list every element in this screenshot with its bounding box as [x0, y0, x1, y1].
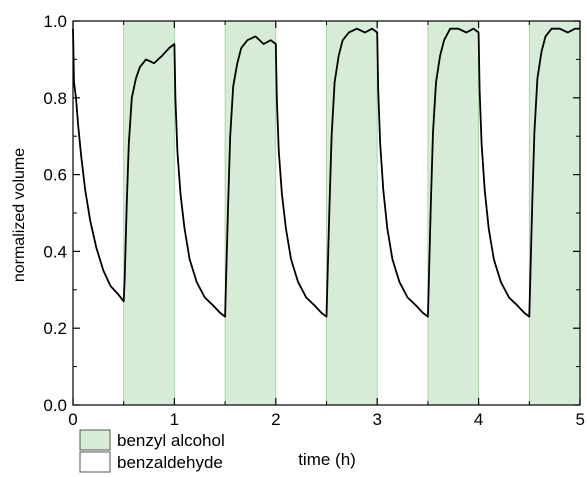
- y-axis-label: normalized volume: [11, 148, 28, 282]
- x-tick-label: 3: [372, 410, 381, 429]
- series-group: [72, 27, 580, 318]
- series-line-1: [72, 27, 580, 318]
- legend-label-2: benzaldehyde: [117, 453, 223, 472]
- y-tick-label: 1.0: [43, 12, 67, 31]
- y-tick-label: 0.8: [43, 89, 67, 108]
- shaded-region-2: [224, 20, 277, 406]
- y-ticks: 0.0 0.2 0.4 0.6 0.8 1.0: [43, 12, 580, 415]
- legend-label-1: benzyl alcohol: [117, 431, 225, 450]
- x-tick-label: 4: [474, 410, 483, 429]
- x-tick-label: 0: [68, 410, 77, 429]
- x-tick-label: 2: [271, 410, 280, 429]
- x-tick-label: 1: [170, 410, 179, 429]
- legend-swatch-2: [79, 451, 111, 473]
- x-ticks: 0 1 2 3 4 5: [68, 21, 585, 429]
- shaded-region-1: [123, 20, 175, 406]
- shaded-region-3: [326, 20, 378, 406]
- y-tick-label: 0.2: [43, 319, 67, 338]
- legend: benzyl alcohol benzaldehyde: [79, 429, 225, 473]
- y-tick-label: 0.6: [43, 166, 67, 185]
- shaded-region-4: [427, 20, 479, 406]
- y-tick-label: 0.0: [43, 396, 67, 415]
- x-axis-label: time (h): [298, 450, 356, 469]
- shaded-regions: [123, 20, 581, 406]
- legend-swatch-1: [79, 429, 111, 451]
- x-tick-label: 5: [576, 410, 585, 429]
- y-tick-label: 0.4: [43, 242, 67, 261]
